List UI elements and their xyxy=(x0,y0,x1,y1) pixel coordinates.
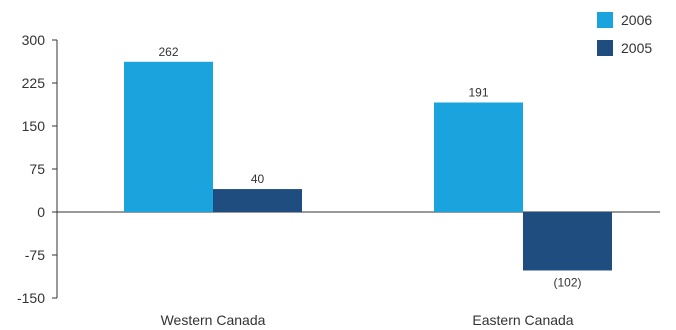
y-tick-label: 75 xyxy=(29,161,45,177)
y-tick-label: 150 xyxy=(22,118,46,134)
bars: 262 191 40 (102) xyxy=(124,45,612,289)
bar-2006-1 xyxy=(124,61,213,212)
legend-swatch-2005 xyxy=(597,40,613,56)
data-label: 191 xyxy=(468,85,488,99)
legend-swatch-2006 xyxy=(597,12,613,28)
data-label: 262 xyxy=(158,45,178,59)
y-tick-label: -150 xyxy=(17,290,45,306)
legend-label-2006: 2006 xyxy=(621,12,652,28)
y-tick-label: -75 xyxy=(25,247,45,263)
axes: 300 225 150 75 0 -75 -150 Western Canada Eastern… xyxy=(17,32,660,328)
category-label: Western Canada xyxy=(161,312,266,328)
y-tick-label: 0 xyxy=(37,204,45,220)
bar-2005-2 xyxy=(523,212,612,271)
bar-2006-2 xyxy=(434,102,523,212)
category-label: Eastern Canada xyxy=(472,312,573,328)
bar-2005-1 xyxy=(213,189,302,212)
y-tick-label: 300 xyxy=(22,32,46,48)
data-label: (102) xyxy=(553,275,581,289)
legend-label-2005: 2005 xyxy=(621,40,652,56)
legend: 2006 2005 xyxy=(597,12,652,56)
y-tick-label: 225 xyxy=(22,75,46,91)
data-label: 40 xyxy=(251,172,265,186)
